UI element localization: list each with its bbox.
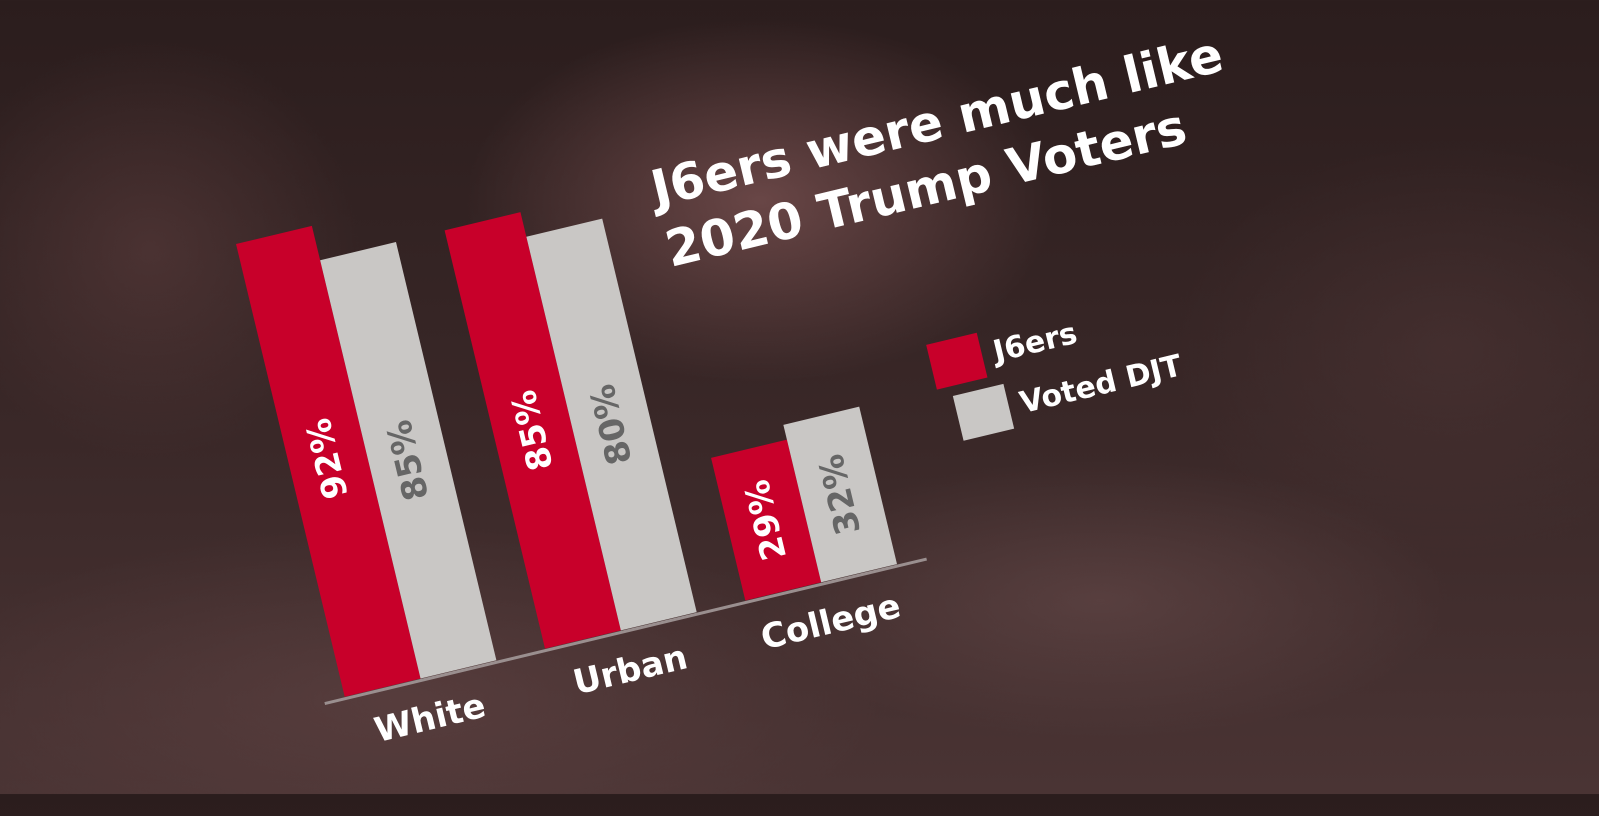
bar-urban-j6ers bbox=[444, 212, 621, 649]
legend: J6ers Voted DJT bbox=[925, 283, 1188, 449]
chart-title: J6ers were much like 2020 Trump Voters bbox=[645, 23, 1243, 280]
bar-white-voted-djt bbox=[320, 242, 497, 679]
bar-white-j6ers bbox=[236, 225, 421, 697]
bar-college-j6ers bbox=[711, 439, 822, 601]
legend-label: J6ers bbox=[989, 315, 1081, 370]
legend-swatch-voted-djt bbox=[952, 383, 1015, 441]
bar-college-voted-djt bbox=[783, 406, 898, 583]
legend-swatch-j6ers bbox=[926, 332, 988, 390]
bar-urban-voted-djt bbox=[526, 218, 697, 631]
x-tick-label: Urban bbox=[569, 637, 691, 703]
x-tick-label: College bbox=[757, 586, 904, 658]
x-axis-line bbox=[324, 557, 927, 705]
bar-chart: 92% 85% White 85% 80% Urban 29% 32% College bbox=[150, 64, 990, 816]
x-tick-label: White bbox=[371, 686, 490, 751]
